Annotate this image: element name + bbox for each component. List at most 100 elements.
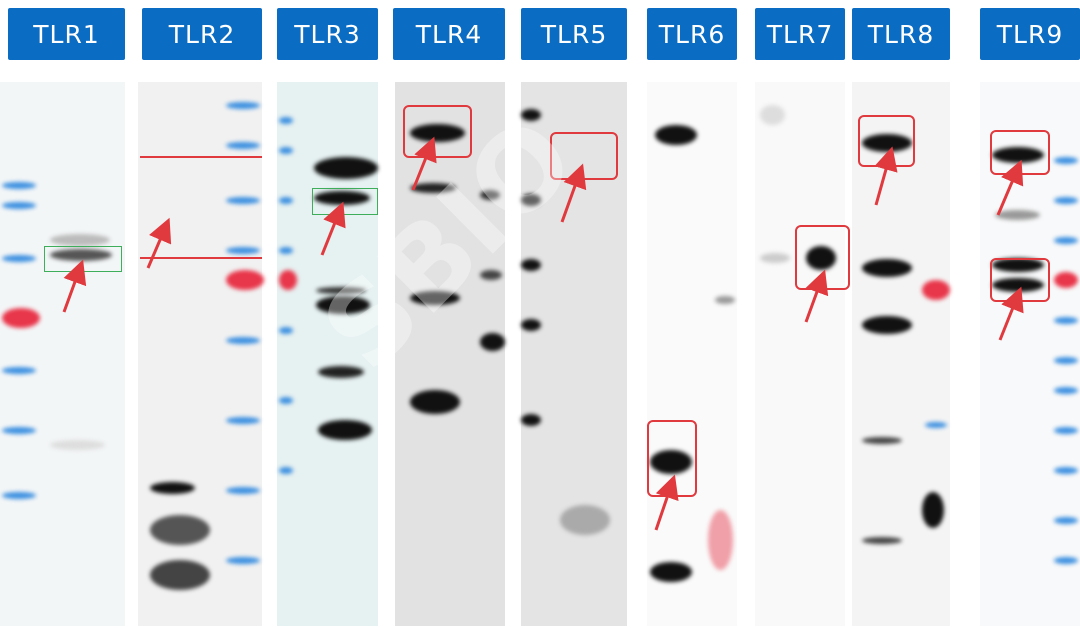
protein-band [650,562,692,582]
protein-band [862,436,902,444]
ladder-marker [226,141,260,149]
protein-band [150,560,210,590]
ladder-marker [2,201,36,209]
protein-band [715,296,735,304]
ladder-marker [1054,356,1078,364]
protein-band [150,515,210,545]
protein-band [862,316,912,334]
protein-band [410,183,456,193]
protein-band [50,249,112,261]
protein-band [655,125,697,145]
ladder-marker-red [922,280,950,300]
ladder-marker [226,556,260,564]
highlight-box [990,258,1050,302]
ladder-marker [279,116,293,124]
ladder-marker [226,101,260,109]
protein-band [480,190,500,200]
blot-panel-2 [138,82,262,626]
protein-band [318,420,372,440]
label-tlr4: TLR4 [393,8,505,60]
target-box [312,188,378,215]
ladder-marker [1054,236,1078,244]
highlight-box [858,115,915,167]
ladder-marker [279,326,293,334]
highlight-box [990,130,1050,175]
blot-panel-8 [852,82,950,626]
label-tlr9: TLR9 [980,8,1080,60]
target-box [44,246,122,272]
ladder-marker-red [1054,272,1078,288]
ladder-marker [279,146,293,154]
ladder-marker [1054,386,1078,394]
protein-band [922,492,944,528]
label-tlr1: TLR1 [8,8,125,60]
ladder-marker [1054,466,1078,474]
ladder-marker [1054,426,1078,434]
ladder-marker [226,416,260,424]
protein-band [862,259,912,277]
protein-band [521,319,541,331]
blot-panel-4 [395,82,505,626]
blot-panel-7 [755,82,845,626]
protein-band [521,259,541,271]
ladder-marker [1054,556,1078,564]
ladder-marker [1054,316,1078,324]
highlight-box [403,105,472,158]
protein-band [995,210,1040,220]
ladder-marker [226,196,260,204]
ladder-marker [2,366,36,374]
label-tlr7: TLR7 [755,8,845,60]
ladder-marker [226,246,260,254]
ladder-marker [226,486,260,494]
protein-band [316,286,366,294]
protein-band [521,194,541,206]
protein-band [521,109,541,121]
label-tlr6: TLR6 [647,8,737,60]
marker-line [140,156,262,158]
protein-band [410,390,460,414]
ladder-marker-red [2,308,40,328]
highlight-box [795,225,850,290]
protein-band [521,414,541,426]
ladder-marker [1054,196,1078,204]
label-tlr2: TLR2 [142,8,262,60]
ladder-marker [2,426,36,434]
protein-band [862,536,902,544]
protein-band [50,440,105,450]
protein-band [708,510,733,570]
protein-band [316,296,370,314]
ladder-marker [1054,156,1078,164]
protein-band [806,246,836,270]
ladder-marker [226,336,260,344]
protein-band [318,366,364,378]
blot-panel-1 [0,82,125,626]
protein-band [480,270,502,280]
ladder-marker [925,422,947,428]
ladder-marker-red [226,270,264,290]
protein-band [760,253,790,263]
protein-band [314,191,370,205]
protein-band [760,105,785,125]
highlight-box [550,132,618,180]
ladder-marker [279,246,293,254]
protein-band [650,450,692,474]
protein-band [560,505,610,535]
protein-band [150,482,195,494]
marker-line [140,257,262,259]
ladder-marker [2,181,36,189]
protein-band [480,333,505,351]
label-tlr3: TLR3 [277,8,378,60]
ladder-marker [2,491,36,499]
highlight-box [647,420,697,497]
ladder-marker [2,254,36,262]
label-tlr8: TLR8 [852,8,950,60]
protein-band [410,291,460,305]
ladder-marker-red [279,270,297,290]
ladder-marker [1054,516,1078,524]
protein-band [50,234,110,246]
ladder-marker [279,196,293,204]
protein-band [992,258,1044,272]
protein-band [314,157,378,179]
ladder-marker [279,466,293,474]
protein-band [992,147,1044,163]
